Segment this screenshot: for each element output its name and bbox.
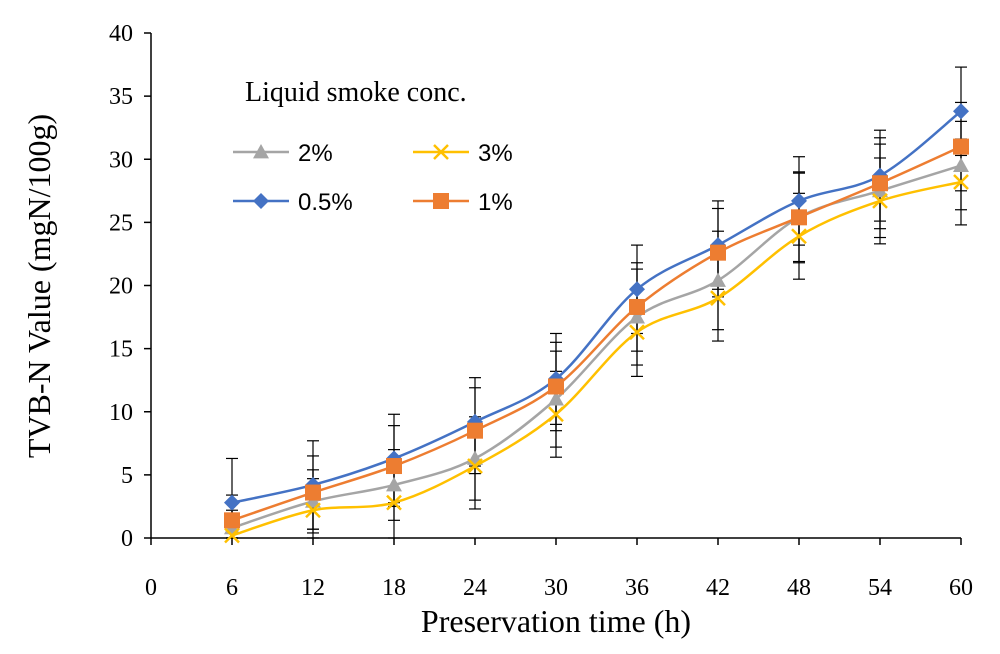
- data-point: [224, 527, 240, 544]
- series-1%: [224, 138, 969, 529]
- y-tick-label: 5: [121, 463, 133, 489]
- legend: 2% 3% 0.5% 1%: [233, 140, 513, 216]
- y-tick-label: 20: [109, 274, 133, 300]
- data-point: [224, 512, 240, 529]
- data-point: [305, 493, 321, 508]
- legend-label: 0.5%: [298, 189, 353, 216]
- x-tick-label: 24: [463, 575, 487, 601]
- x-tick-label: 36: [625, 575, 649, 601]
- data-point: [629, 281, 645, 298]
- data-point: [548, 406, 564, 423]
- data-point: [953, 138, 969, 155]
- y-tick-label: 15: [109, 337, 133, 363]
- data-point: [629, 298, 645, 315]
- x-tick-label: 60: [949, 575, 973, 601]
- x-tick-label: 18: [382, 575, 406, 601]
- x-tick-label: 54: [868, 575, 892, 601]
- data-point: [710, 244, 726, 261]
- data-point: [710, 272, 726, 287]
- x-tick-label: 30: [544, 575, 568, 601]
- data-point: [953, 103, 969, 120]
- legend-marker: [433, 193, 449, 209]
- series-layer: [224, 66, 969, 544]
- series-0.5%: [224, 103, 969, 511]
- data-point: [629, 324, 645, 341]
- y-tick-label: 40: [109, 21, 133, 47]
- data-point: [953, 174, 969, 190]
- axes: 0 6 12 18 24 30 36 42 48 54 60 0 5 10 15 20 25 30 35 40: [109, 21, 973, 601]
- legend-item-2%: 2%: [233, 140, 333, 167]
- data-point: [305, 502, 321, 519]
- data-point: [467, 458, 483, 474]
- data-point: [872, 193, 888, 209]
- data-point: [467, 422, 483, 439]
- data-point: [305, 484, 321, 501]
- legend-title: Liquid smoke conc.: [245, 77, 467, 108]
- y-axis-title: TVB-N Value (mgN/100g): [21, 114, 57, 458]
- legend-item-3%: 3%: [413, 140, 513, 167]
- data-point: [872, 175, 888, 192]
- series-line: [231, 180, 962, 537]
- data-point: [224, 494, 240, 511]
- data-point: [629, 309, 645, 324]
- legend-label: 1%: [478, 189, 513, 216]
- data-point: [791, 228, 807, 245]
- legend-marker: [253, 193, 269, 209]
- x-axis-title: Preservation time (h): [421, 603, 691, 639]
- x-tick-label: 12: [301, 575, 325, 601]
- legend-label: 2%: [298, 140, 333, 167]
- y-tick-label: 0: [121, 526, 133, 552]
- data-point: [791, 209, 807, 226]
- series-line: [231, 110, 962, 504]
- data-point: [386, 494, 402, 511]
- legend-item-1%: 1%: [413, 189, 513, 216]
- y-tick-label: 30: [109, 147, 133, 173]
- data-point: [548, 391, 564, 406]
- legend-marker: [253, 144, 269, 159]
- x-tick-label: 42: [706, 575, 730, 601]
- data-point: [386, 458, 402, 475]
- series-3%: [224, 174, 969, 544]
- y-tick-label: 25: [109, 210, 133, 236]
- error-bars-1%: [226, 101, 967, 539]
- data-point: [548, 378, 564, 395]
- data-point: [710, 290, 726, 307]
- y-tick-label: 35: [109, 84, 133, 110]
- series-line: [231, 145, 962, 522]
- data-point: [953, 157, 969, 172]
- x-tick-label: 0: [145, 575, 157, 601]
- x-tick-label: 48: [787, 575, 811, 601]
- legend-item-0.5%: 0.5%: [233, 189, 353, 216]
- y-tick-label: 10: [109, 400, 133, 426]
- legend-label: 3%: [478, 140, 513, 167]
- x-tick-label: 6: [226, 575, 238, 601]
- error-bars-2%: [226, 120, 967, 539]
- data-point: [386, 476, 402, 492]
- legend-marker: [433, 144, 449, 160]
- error-bars-0.5%: [226, 66, 967, 539]
- data-point: [791, 192, 807, 209]
